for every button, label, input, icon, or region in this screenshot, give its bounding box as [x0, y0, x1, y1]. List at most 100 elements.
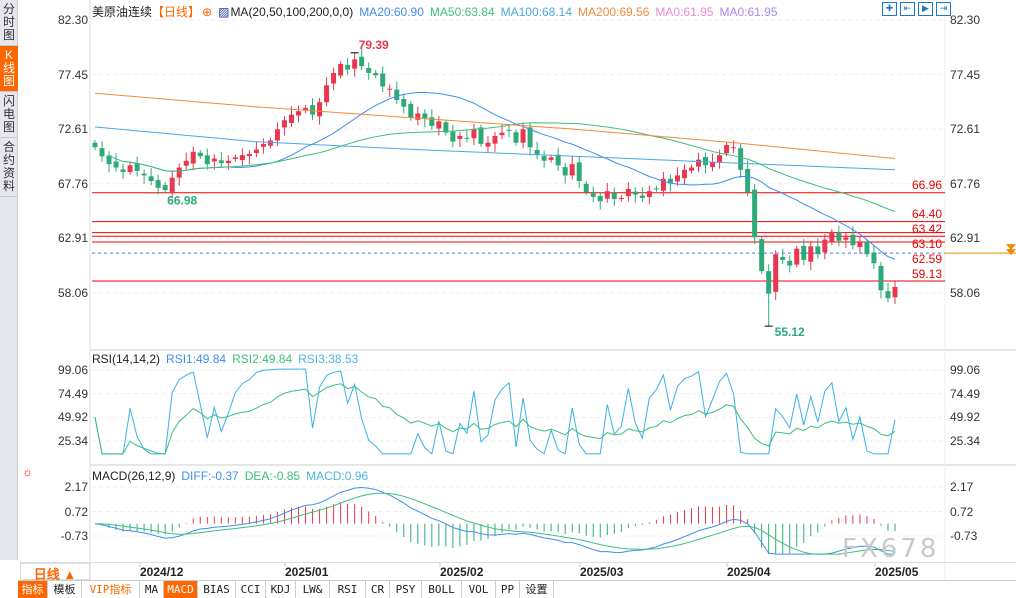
candle-body	[457, 136, 463, 139]
watermark: FX678	[842, 534, 940, 564]
rsi-tick-right: 74.49	[950, 386, 981, 401]
zoom-range-icon[interactable]: ⇤	[900, 2, 915, 16]
candle-body	[688, 167, 694, 171]
date-label: 2024/12	[140, 565, 184, 579]
price-level-label: 66.96	[912, 177, 943, 192]
dec-low-annotation: 66.98	[167, 194, 197, 208]
tab-contract-info[interactable]: 合约资料	[0, 138, 18, 197]
dea-value: DEA:-0.85	[244, 469, 301, 483]
candle-body	[239, 155, 245, 161]
tab-kline[interactable]: K线图	[0, 46, 18, 92]
rsi1-line	[94, 383, 896, 455]
indicator-icon[interactable]: ▨	[218, 5, 230, 19]
candle-body	[317, 102, 323, 117]
price-tick-right: 77.45	[950, 67, 981, 82]
candle-body	[478, 127, 484, 144]
candle-body	[583, 183, 589, 193]
candle-body	[106, 155, 112, 165]
candle-body	[450, 131, 456, 142]
settings-icon[interactable]: ⊕	[202, 5, 213, 19]
candle-body	[359, 56, 365, 67]
period-button[interactable]: 日线 ▲	[20, 563, 90, 582]
candle-body	[232, 157, 238, 159]
macd-label: MACD(26,12,9)	[92, 469, 176, 483]
chart-tools: ✚ ⇤ ▶ ⇥	[882, 2, 951, 16]
candle-body	[674, 175, 680, 182]
candle-body	[878, 265, 884, 291]
candle-body	[120, 169, 126, 173]
candle-body	[850, 234, 856, 246]
date-label: 2025/03	[580, 565, 624, 579]
price-tick-right: 58.06	[950, 286, 981, 300]
candle-body	[288, 114, 294, 123]
price-tick-left: 58.06	[57, 286, 88, 300]
main-header: 美原油连续【日线】 ⊕ ▨MA(20,50,100,200,0,0) MA20:60.…	[92, 3, 784, 20]
toolbar--button[interactable]: 模板	[48, 581, 82, 598]
candle-body	[660, 178, 666, 191]
rsi3-value: RSI3:38.53	[298, 352, 359, 366]
toolbar-macd-button[interactable]: MACD	[164, 581, 198, 598]
indicator-settings-icon[interactable]: ☼	[22, 465, 33, 479]
rsi-tick-right: 49.92	[950, 410, 981, 425]
ma20-line	[123, 91, 896, 260]
rsi-tick-right: 25.34	[950, 434, 981, 448]
candle-body	[506, 129, 512, 131]
candle-body	[324, 85, 330, 103]
candle-body	[534, 149, 540, 156]
crosshair-icon[interactable]: ✚	[882, 2, 897, 16]
candle-body	[513, 132, 519, 143]
move-right-icon[interactable]: ⇥	[936, 2, 951, 16]
candle-body	[780, 256, 786, 260]
toolbar-bias-button[interactable]: BIAS	[198, 581, 236, 598]
toolbar-kdj-button[interactable]: KDJ	[266, 581, 296, 598]
candle-body	[639, 195, 645, 198]
tab-timeshare[interactable]: 分时图	[0, 0, 18, 46]
toolbar-vip-button[interactable]: VIP指标	[82, 581, 140, 598]
ma200-value: MA200:69.56	[578, 5, 650, 19]
candle-body	[492, 136, 498, 144]
candle-body	[352, 59, 358, 69]
toolbar--button[interactable]: 设置	[520, 581, 554, 598]
macd-tick-right: 2.17	[950, 480, 974, 494]
macd-tick-right: 0.72	[950, 504, 974, 519]
macd-value: MACD:0.96	[306, 469, 369, 483]
last-price-arrow-icon	[1006, 244, 1016, 256]
candle-body	[246, 154, 252, 157]
tab-flash[interactable]: 闪电图	[0, 92, 18, 138]
toolbar-vol-button[interactable]: VOL	[462, 581, 496, 598]
candle-body	[520, 129, 526, 143]
sidebar: 分时图 K线图 闪电图 合约资料	[0, 0, 18, 560]
toolbar-cr-button[interactable]: CR	[366, 581, 390, 598]
date-label: 2025/02	[440, 565, 484, 579]
toolbar-boll-button[interactable]: BOLL	[422, 581, 462, 598]
candle-body	[253, 149, 259, 154]
toolbar-psy-button[interactable]: PSY	[390, 581, 422, 598]
period-label[interactable]: 【日线】	[152, 5, 201, 19]
candle-body	[829, 231, 835, 243]
play-icon[interactable]: ▶	[918, 2, 933, 16]
candle-body	[148, 176, 154, 182]
candle-body	[176, 167, 182, 178]
candle-body	[717, 155, 723, 162]
candle-body	[113, 161, 119, 168]
toolbar-ma-button[interactable]: MA	[140, 581, 164, 598]
candle-body	[134, 163, 140, 171]
toolbar--button[interactable]: 指标	[18, 581, 48, 598]
price-level-label: 63.10	[912, 236, 943, 251]
toolbar-lw-button[interactable]: LW&	[296, 581, 330, 598]
toolbar-rsi-button[interactable]: RSI	[330, 581, 366, 598]
toolbar-cci-button[interactable]: CCI	[236, 581, 266, 598]
macd-tick-left: 2.17	[64, 480, 88, 494]
dea-line	[94, 492, 896, 555]
candle-body	[401, 99, 407, 107]
candle-body	[190, 151, 196, 164]
candle-body	[296, 111, 302, 116]
candle-body	[892, 286, 898, 298]
diff-line	[94, 487, 895, 555]
ma200-line	[94, 92, 896, 160]
candle-body	[766, 271, 772, 294]
candle-body	[576, 162, 582, 182]
toolbar-pp-button[interactable]: PP	[496, 581, 520, 598]
price-tick-left: 67.76	[57, 176, 88, 191]
